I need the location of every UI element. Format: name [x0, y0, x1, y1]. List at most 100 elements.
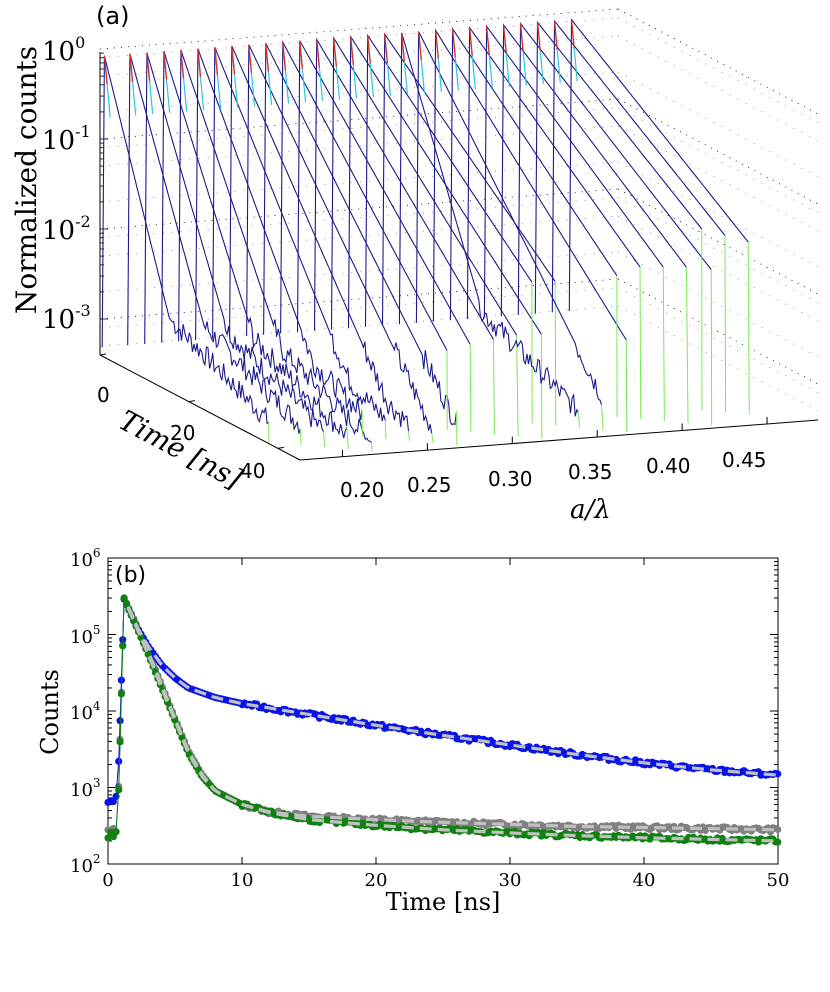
waterfall-trace-13 — [330, 36, 518, 336]
side-minor-grid — [617, 305, 819, 412]
trace-shoulder-11 — [301, 69, 307, 103]
trace-drop-26 — [724, 235, 727, 413]
back-minor-grid — [99, 17, 619, 59]
panel-b-fits — [126, 605, 777, 843]
trace-peak-23 — [502, 24, 507, 54]
trace-shoulder-1 — [131, 82, 137, 116]
trace-peak-9 — [265, 43, 270, 72]
back-grid-decade-1 — [99, 98, 619, 140]
waterfall-trace-22 — [483, 24, 664, 318]
trace-peak-15 — [366, 35, 372, 64]
back-minor-grid — [99, 215, 619, 257]
trace-shoulder-26 — [556, 49, 561, 83]
trace-drop-22 — [662, 267, 665, 422]
fit-green — [126, 606, 777, 843]
z-tick-0: 100 — [42, 33, 85, 67]
line-gray — [107, 597, 778, 833]
trace-shoulder-24 — [522, 52, 527, 86]
time-tick-mark-1 — [188, 400, 195, 403]
waterfall-trace-18 — [415, 31, 603, 405]
waterfall-trace-17 — [398, 32, 579, 417]
trace-shoulder-5 — [199, 76, 205, 111]
panel-b-label: (b) — [115, 563, 146, 588]
back-minor-grid — [99, 287, 619, 329]
time-tick-40: 40 — [240, 459, 265, 483]
panel-b-xlabel: Time [ns] — [386, 888, 501, 916]
panel-a-traces — [101, 18, 750, 452]
waterfall-trace-19 — [432, 28, 627, 341]
b-xtick-20: 20 — [365, 870, 388, 891]
trace-drop-23 — [685, 267, 689, 424]
trace-drop-3 — [346, 426, 349, 450]
trace-shoulder-2 — [148, 80, 154, 115]
panel-b-data — [104, 594, 782, 846]
z-tick-1: 10-1 — [42, 122, 91, 156]
point-gray — [774, 825, 782, 834]
side-grid-decade-1 — [617, 98, 819, 205]
trace-peak-1 — [129, 53, 134, 83]
time-tick-20: 20 — [170, 421, 195, 445]
trace-drop-11 — [469, 344, 472, 433]
trace-shoulder-20 — [454, 57, 459, 91]
b-xtick-0: 0 — [102, 870, 113, 891]
series-gray — [104, 594, 782, 836]
waterfall-trace-4 — [178, 49, 372, 443]
trace-shoulder-25 — [539, 50, 544, 84]
trace-shoulder-19 — [437, 58, 442, 92]
side-grid-decade-2 — [617, 188, 819, 295]
panel-a-xlabel: a/λ — [570, 495, 611, 525]
waterfall-trace-26 — [551, 19, 726, 313]
fit-gray — [126, 605, 777, 832]
param-tick-0.40: 0.40 — [646, 454, 691, 478]
b-xtick-50: 50 — [767, 870, 790, 891]
side-grid-decade-0 — [617, 8, 819, 115]
side-minor-grid — [617, 107, 819, 213]
waterfall-trace-8 — [246, 44, 433, 434]
b-ytick-2: 102 — [70, 852, 101, 877]
trace-shoulder-3 — [165, 79, 171, 113]
trace-peak-5 — [197, 48, 202, 78]
waterfall-trace-12 — [313, 37, 494, 340]
panel-a-label: (a) — [96, 2, 129, 30]
trace-peak-24 — [519, 23, 524, 53]
trace-peak-4 — [180, 49, 185, 79]
b-ytick-5: 105 — [70, 623, 101, 648]
trace-shoulder-18 — [420, 59, 426, 94]
back-grid-decade-2 — [99, 188, 619, 230]
trace-drop-7 — [407, 431, 411, 441]
side-minor-grid — [617, 35, 819, 142]
side-minor-grid — [617, 17, 819, 123]
trace-shoulder-12 — [318, 67, 324, 102]
time-tick-0: 0 — [97, 383, 110, 407]
b-ytick-3: 103 — [70, 776, 101, 801]
param-tick-0.35: 0.35 — [568, 460, 613, 484]
series-green — [104, 594, 782, 846]
back-minor-grid — [99, 125, 619, 167]
back-grid-decade-0 — [99, 8, 619, 50]
waterfall-trace-0 — [101, 55, 269, 425]
trace-drop-21 — [639, 267, 642, 419]
waterfall-trace-5 — [195, 48, 363, 421]
b-xtick-10: 10 — [231, 870, 254, 891]
trace-shoulder-7 — [233, 74, 239, 108]
trace-drop-18 — [601, 404, 604, 430]
waterfall-trace-27 — [568, 18, 749, 312]
fit-blue — [126, 607, 777, 777]
trace-peak-11 — [299, 40, 304, 70]
trace-drop-17 — [577, 412, 580, 428]
trace-drop-1 — [299, 428, 302, 446]
trace-peak-13 — [333, 38, 338, 67]
trace-shoulder-4 — [182, 78, 188, 112]
waterfall-trace-25 — [534, 20, 703, 314]
side-minor-grid — [617, 251, 819, 358]
trace-peak-12 — [316, 39, 321, 68]
trace-peak-6 — [214, 47, 219, 76]
panel-a-zlabel: Normalized counts — [10, 46, 43, 314]
b-xtick-40: 40 — [633, 870, 656, 891]
trace-peak-17 — [400, 32, 406, 62]
trace-peak-21 — [468, 27, 473, 57]
waterfall-trace-23 — [500, 23, 687, 317]
trace-peak-20 — [451, 28, 456, 58]
param-tick-0.45: 0.45 — [722, 448, 767, 472]
